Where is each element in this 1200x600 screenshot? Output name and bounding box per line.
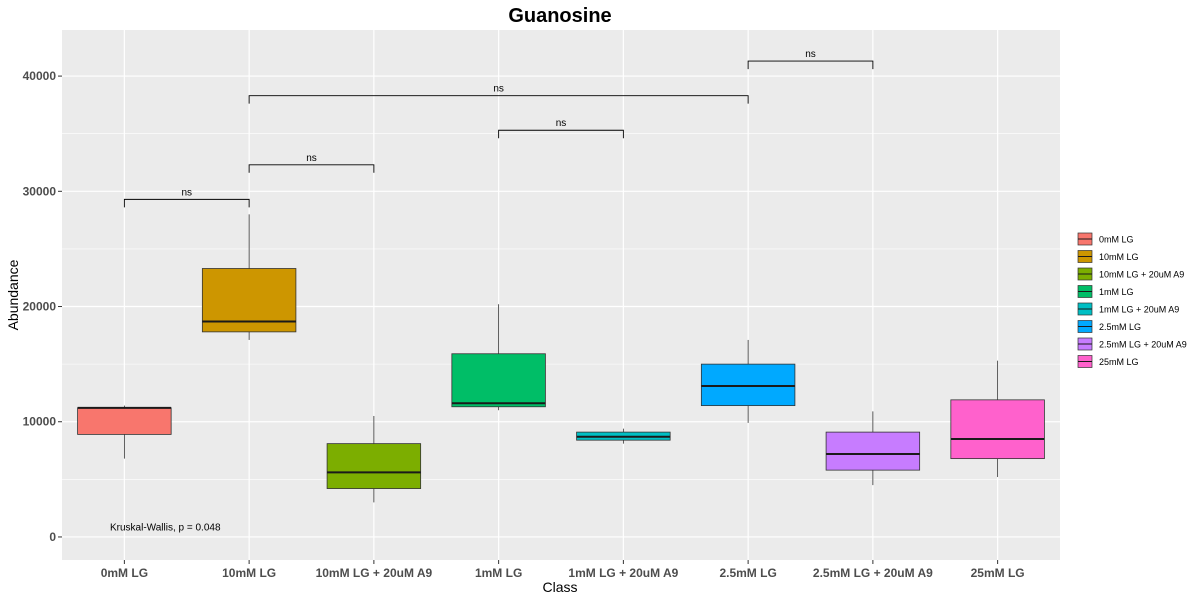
significance-label: ns <box>805 49 816 60</box>
legend-item-5: 2.5mM LG <box>1077 320 1141 333</box>
x-axis: 0mM LG 10mM LG 10mM LG + 20uM A9 1mM LG 1mM … <box>101 560 1025 580</box>
comparison-brackets: ns ns ns ns ns <box>123 49 874 208</box>
x-tick-label: 2.5mM LG <box>719 566 776 580</box>
kruskal-wallis-annotation: Kruskal-Wallis, p = 0.048 <box>110 522 221 533</box>
bracket-line <box>248 95 749 104</box>
x-tick-label: 1mM LG + 20uM A9 <box>568 566 678 580</box>
y-tick-label: 10000 <box>23 415 57 429</box>
legend-label: 1mM LG + 20uM A9 <box>1099 305 1179 315</box>
legend-item-3: 1mM LG <box>1077 285 1134 298</box>
legend-label: 10mM LG + 20uM A9 <box>1099 270 1184 280</box>
legend: 0mM LG 10mM LG 10mM LG + 20uM A9 1mM LG 1mM … <box>1077 232 1187 368</box>
legend-label: 1mM LG <box>1099 287 1134 297</box>
x-tick-label: 10mM LG + 20uM A9 <box>316 566 433 580</box>
legend-item-0: 0mM LG <box>1077 232 1134 246</box>
y-tick-label: 20000 <box>23 300 57 314</box>
significance-label: ns <box>181 187 192 198</box>
x-tick-label: 25mM LG <box>971 566 1025 580</box>
comparison-bracket-4: ns <box>747 49 874 70</box>
x-tick-label: 10mM LG <box>222 566 276 580</box>
comparison-bracket-1: ns <box>248 153 375 173</box>
comparison-bracket-3: ns <box>248 84 749 104</box>
box-body <box>77 407 172 435</box>
box-3 <box>451 304 546 411</box>
box-4 <box>576 428 671 444</box>
significance-label: ns <box>306 153 317 164</box>
box-7 <box>950 360 1045 478</box>
box-body <box>700 363 796 407</box>
box-0 <box>77 405 172 459</box>
legend-item-2: 10mM LG + 20uM A9 <box>1077 267 1184 281</box>
y-tick-label: 0 <box>49 530 56 544</box>
bracket-line <box>498 129 624 139</box>
legend-label: 2.5mM LG <box>1099 322 1141 332</box>
box-1 <box>201 214 297 340</box>
legend-label: 25mM LG <box>1099 357 1139 367</box>
box-body <box>950 399 1045 460</box>
x-axis-title: Class <box>542 579 577 595</box>
box-2 <box>326 415 422 503</box>
legend-item-7: 25mM LG <box>1077 355 1139 368</box>
box-body <box>825 431 921 471</box>
bracket-line <box>248 164 375 173</box>
x-tick-label: 1mM LG <box>475 566 522 580</box>
significance-label: ns <box>556 118 567 129</box>
comparison-bracket-0: ns <box>123 187 250 208</box>
box-body <box>451 353 546 408</box>
y-axis-title: Abundance <box>5 259 21 330</box>
chart-title: Guanosine <box>508 5 611 27</box>
legend-label: 2.5mM LG + 20uM A9 <box>1099 340 1187 350</box>
y-tick-label: 30000 <box>23 184 57 198</box>
box-5 <box>700 339 796 423</box>
box-body <box>326 443 422 489</box>
bracket-line <box>747 60 874 70</box>
legend-item-1: 10mM LG <box>1077 250 1139 263</box>
significance-label: ns <box>493 84 504 95</box>
x-tick-label: 2.5mM LG + 20uM A9 <box>813 566 933 580</box>
boxes-layer <box>77 214 1045 503</box>
comparison-bracket-2: ns <box>498 118 624 139</box>
legend-item-6: 2.5mM LG + 20uM A9 <box>1077 337 1187 351</box>
x-tick-label: 0mM LG <box>101 566 148 580</box>
legend-label: 0mM LG <box>1099 235 1134 245</box>
y-axis: 0 10000 20000 30000 40000 <box>23 69 62 544</box>
bracket-line <box>123 198 250 208</box>
y-tick-label: 40000 <box>23 69 57 83</box>
box-6 <box>825 411 921 486</box>
legend-label: 10mM LG <box>1099 252 1139 262</box>
legend-item-4: 1mM LG + 20uM A9 <box>1077 302 1179 316</box>
